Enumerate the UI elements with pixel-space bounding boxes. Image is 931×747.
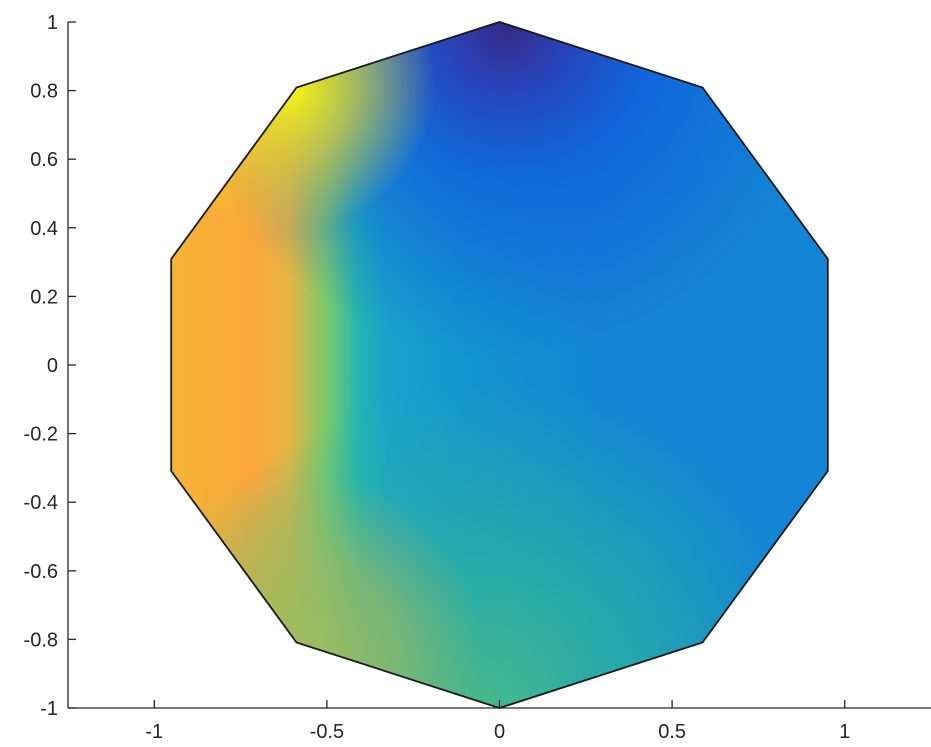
x-tick-label: -0.5 [310,721,344,743]
y-tick-label: 1 [47,12,58,34]
x-tick-label: 0.5 [658,721,686,743]
y-tick-label: -0.4 [24,492,58,514]
y-tick-label: -0.6 [24,561,58,583]
y-axis-ticks: 1 0.8 0.6 0.4 0.2 0 -0.2 -0.4 -0.6 -0.8 -1 [24,12,76,720]
y-tick-label: -0.2 [24,424,58,446]
y-tick-label: 0.8 [30,81,58,103]
x-axis-ticks: -1 -0.5 0 0.5 1 [145,700,850,743]
x-tick-label: 1 [839,721,850,743]
y-tick-label: -1 [40,698,58,720]
y-tick-label: 0.6 [30,149,58,171]
x-tick-label: -1 [145,721,163,743]
surface-corner-layer [171,22,828,708]
decagon-surface [171,22,828,708]
y-tick-label: 0.2 [30,286,58,308]
y-tick-label: -0.8 [24,629,58,651]
x-tick-label: 0 [494,721,505,743]
y-tick-label: 0.4 [30,218,58,240]
y-tick-label: 0 [47,355,58,377]
